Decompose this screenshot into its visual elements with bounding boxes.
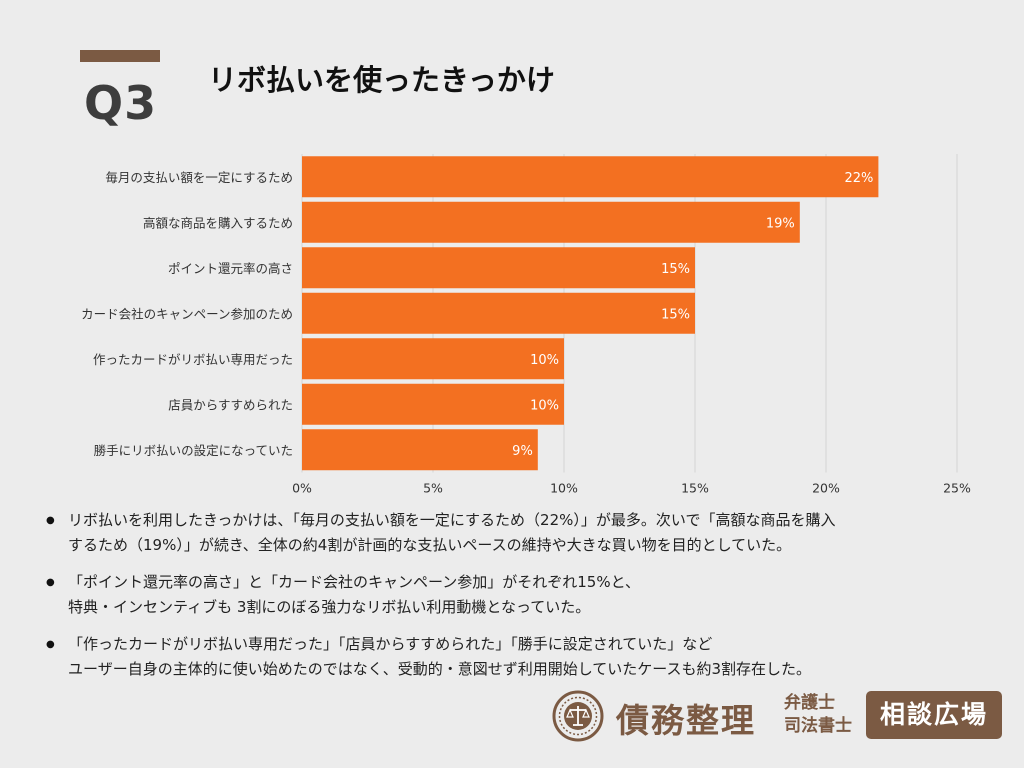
logo-sub-line: 司法書士 <box>784 716 852 736</box>
x-tick-label: 20% <box>812 481 840 496</box>
x-tick-label: 5% <box>423 481 443 496</box>
page-title: リボ払いを使ったきっかけ <box>208 63 555 97</box>
bar <box>302 338 564 380</box>
bar-value-label: 10% <box>530 353 559 368</box>
brand-logo: 債務整理 弁護士 司法書士 相談広場 <box>552 688 1006 744</box>
bullet-line: するため（19%）」が続き、全体の約4割が計画的な支払いペースの維持や大きな買い… <box>68 536 792 554</box>
logo-main-text: 債務整理 <box>616 701 756 740</box>
bar-value-label: 19% <box>766 216 795 231</box>
question-number: Q3 <box>84 76 158 130</box>
summary-bullets: リボ払いを利用したきっかけは、「毎月の支払い額を一定にするため（22%）」が最多… <box>46 508 996 694</box>
bullet-line: ユーザー自身の主体的に使い始めたのではなく、受動的・意図せず利用開始していたケー… <box>68 660 812 678</box>
bullet-line: リボ払いを利用したきっかけは、「毎月の支払い額を一定にするため（22%）」が最多… <box>68 511 836 529</box>
question-accent-bar <box>80 50 160 62</box>
chart-bars: 22% 19% 15% 15% 10% 10% 9% <box>302 156 879 471</box>
category-label: 店員からすすめられた <box>168 397 293 412</box>
bar-value-label: 22% <box>844 171 873 186</box>
bullet-item: 「作ったカードがリボ払い専用だった」「店員からすすめられた」「勝手に設定されてい… <box>46 632 996 682</box>
chart-x-axis: 0% 5% 10% 15% 20% 25% <box>292 481 971 496</box>
bar-value-label: 9% <box>512 444 533 459</box>
bullet-line: 「ポイント還元率の高さ」と「カード会社のキャンペーン参加」がそれぞれ15%と、 <box>68 573 640 591</box>
chart-category-labels: 毎月の支払い額を一定にするため高額な商品を購入するためポイント還元率の高さカード… <box>81 170 293 458</box>
bar <box>302 429 538 471</box>
scales-of-justice-seal-icon <box>552 690 604 742</box>
logo-sub-line: 弁護士 <box>784 693 835 713</box>
bar-chart: 22% 19% 15% 15% 10% 10% 9% 毎月の支払い額を一定にするため高額な商… <box>81 154 971 496</box>
bar <box>302 383 564 425</box>
x-tick-label: 25% <box>943 481 971 496</box>
category-label: カード会社のキャンペーン参加のため <box>81 306 293 321</box>
x-tick-label: 15% <box>681 481 709 496</box>
category-label: ポイント還元率の高さ <box>168 261 293 276</box>
bar <box>302 292 695 334</box>
category-label: 高額な商品を購入するため <box>143 215 293 230</box>
bullet-line: 特典・インセンティブも 3割にのぼる強力なリボ払い利用動機となっていた。 <box>68 598 591 616</box>
x-tick-label: 10% <box>550 481 578 496</box>
bullet-item: 「ポイント還元率の高さ」と「カード会社のキャンペーン参加」がそれぞれ15%と、 … <box>46 570 996 620</box>
bar-value-label: 15% <box>661 262 690 277</box>
x-tick-label: 0% <box>292 481 312 496</box>
bar <box>302 156 879 198</box>
bar <box>302 201 800 243</box>
logo-badge: 相談広場 <box>866 691 1002 739</box>
category-label: 作ったカードがリボ払い専用だった <box>93 352 293 367</box>
bar-value-label: 15% <box>661 307 690 322</box>
bullet-item: リボ払いを利用したきっかけは、「毎月の支払い額を一定にするため（22%）」が最多… <box>46 508 996 558</box>
bar-value-label: 10% <box>530 398 559 413</box>
bar <box>302 247 695 289</box>
category-label: 毎月の支払い額を一定にするため <box>105 170 293 185</box>
bullet-line: 「作ったカードがリボ払い専用だった」「店員からすすめられた」「勝手に設定されてい… <box>68 635 713 653</box>
logo-sub-text: 弁護士 司法書士 <box>784 692 852 738</box>
category-label: 勝手にリボ払いの設定になっていた <box>94 443 293 458</box>
